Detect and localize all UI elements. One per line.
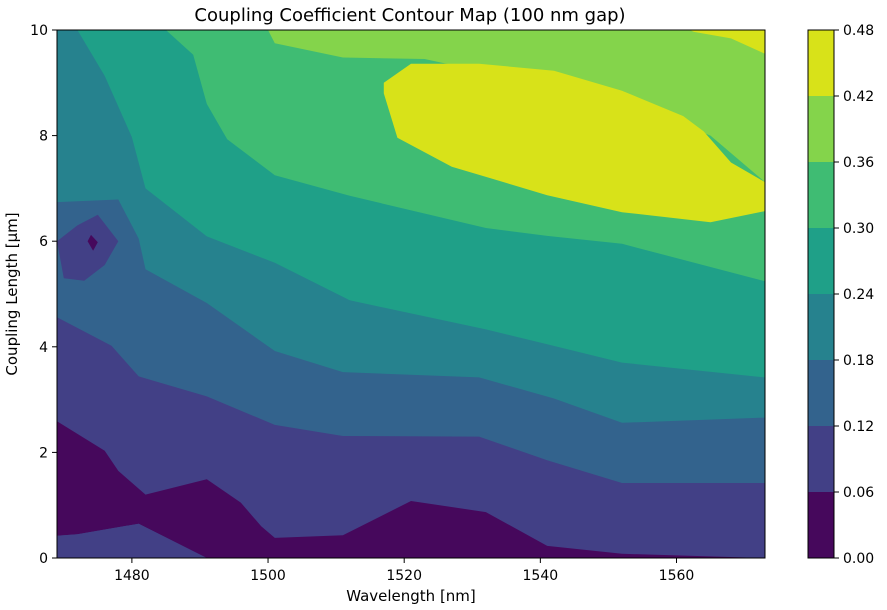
- x-tick-label: 1480: [114, 568, 150, 584]
- colorbar-swatch: [808, 96, 834, 162]
- contour-island-0.06-0.12: [57, 214, 119, 281]
- colorbar-tick-label: 0.48: [843, 23, 874, 39]
- colorbar-swatch: [808, 360, 834, 426]
- y-tick-label: 2: [39, 445, 48, 461]
- colorbar-swatch: [808, 162, 834, 228]
- colorbar-swatch: [808, 492, 834, 558]
- y-axis-title: Coupling Length [µm]: [3, 212, 21, 375]
- y-axis: 0 2 4 6 8 10: [30, 23, 57, 567]
- colorbar: 0.00 0.06 0.12 0.18 0.24 0.30 0.36 0.42 0.48: [807, 23, 874, 567]
- y-tick-label: 6: [39, 234, 48, 250]
- colorbar-swatch: [808, 228, 834, 294]
- colorbar-swatch: [808, 426, 834, 492]
- contour-band-0.06-0.12: [57, 317, 765, 558]
- y-tick-label: 8: [39, 129, 48, 145]
- plot-frame: [56, 29, 766, 559]
- x-axis: 1480 1500 1520 1540 1560: [114, 558, 694, 584]
- contour-island-0.00-0.06: [87, 234, 98, 251]
- x-tick-label: 1560: [659, 568, 695, 584]
- y-tick-label: 0: [39, 551, 48, 567]
- x-tick-label: 1520: [386, 568, 422, 584]
- y-tick-label: 4: [39, 340, 48, 356]
- colorbar-swatch: [808, 294, 834, 360]
- colorbar-tick-label: 0.36: [843, 155, 874, 171]
- colorbar-tick-label: 0.30: [843, 221, 874, 237]
- y-tick-label: 10: [30, 23, 48, 39]
- contour-plot-area: [57, 30, 765, 558]
- colorbar-tick-label: 0.00: [843, 551, 874, 567]
- chart-title: Coupling Coefficient Contour Map (100 nm…: [194, 5, 625, 26]
- x-axis-title: Wavelength [nm]: [346, 587, 476, 605]
- contour-band-0.00-0.06: [57, 421, 765, 558]
- colorbar-tick-label: 0.06: [843, 485, 874, 501]
- contour-band-0.06-0.12-bottom: [57, 523, 207, 558]
- colorbar-tick-label: 0.18: [843, 353, 874, 369]
- colorbar-tick-label: 0.24: [843, 287, 874, 303]
- x-tick-label: 1540: [523, 568, 559, 584]
- contour-band-0.42-0.48: [383, 63, 765, 223]
- colorbar-swatch: [808, 30, 834, 96]
- colorbar-tick-label: 0.42: [843, 89, 874, 105]
- x-tick-label: 1500: [250, 568, 286, 584]
- colorbar-tick-label: 0.12: [843, 419, 874, 435]
